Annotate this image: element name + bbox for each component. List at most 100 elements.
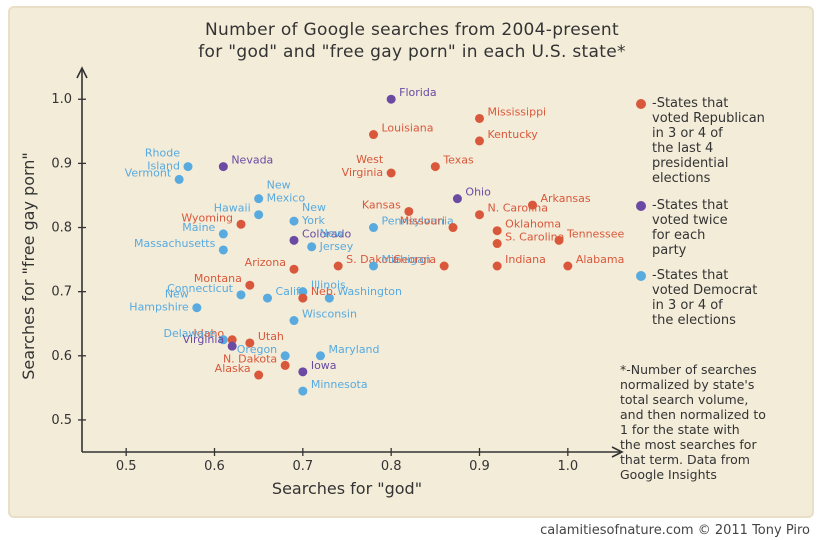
point-label-wyoming: Wyoming [181,211,233,224]
point-label-west-virginia: West Virginia [342,153,384,179]
point-label-florida: Florida [399,86,436,99]
x-axis-label: Searches for "god" [272,479,422,498]
point-iowa [298,367,308,377]
point-oklahoma [492,226,502,236]
point-wyoming [236,219,246,229]
legend-republican-text: -States that voted Republican in 3 or 4 … [652,96,765,186]
x-tick-label: 0.9 [469,459,490,474]
point-mississippi [475,113,484,123]
point-michigan [369,261,378,271]
point-label-kansas: Kansas [362,198,401,211]
point-ohio [452,194,462,204]
point-label-colorado: Colorado [302,227,351,240]
point-neb [298,293,308,303]
x-tick-label: 0.8 [381,459,402,474]
point-alabama [563,261,573,271]
point-label-new-york: New York [301,201,326,227]
y-tick-label: 0.7 [51,285,72,300]
x-tick-label: 0.6 [204,459,225,474]
point-label-n-carolina: N. Carolina [488,202,548,215]
point-maine [218,229,228,239]
point-label-nevada: Nevada [231,154,273,167]
point-montana [245,280,255,290]
point-kansas [404,206,414,216]
point-label-alabama: Alabama [576,253,625,266]
point-idaho [227,335,237,345]
point-s-dakota [333,261,343,271]
legend-democrat-text: -States that voted Democrat in 3 or 4 of… [652,268,758,328]
chart-title-line-1: Number of Google searches from 2004-pres… [205,20,619,40]
legend-democrat-dot [636,271,646,281]
point-label-vermont: Vermont [125,166,172,179]
point-missouri [448,223,458,233]
point-label-iowa: Iowa [311,359,337,372]
point-utah [245,338,255,348]
point-arkansas [528,200,537,210]
point-delaware [218,335,228,345]
point-label-missouri: Missouri [400,215,445,228]
point-label-kentucky: Kentucky [488,128,539,141]
legend-republican-dot [636,99,646,109]
point-label-oregon: Oregon [237,343,277,356]
y-axis-arrow [76,66,88,79]
y-tick-label: 0.6 [51,349,72,364]
point-label-indiana: Indiana [505,253,546,266]
chart-title-line-2: for "god" and "free gay porn" in each U.… [198,42,626,62]
point-label-utah: Utah [258,330,284,343]
point-label-n-dakota: N. Dakota [223,352,277,365]
point-label-rhode-island: Rhode Island [145,147,180,173]
point-label-arkansas: Arkansas [541,192,591,205]
x-tick-label: 0.5 [116,459,137,474]
point-minnesota [298,386,308,396]
point-indiana [492,261,502,271]
y-tick-label: 0.9 [51,156,72,171]
point-label-virginia: Virginia [183,333,224,346]
point-label-delaware: Delaware [164,327,216,340]
point-label-new-mexico: New Mexico [267,179,306,205]
point-label-minnesota: Minnesota [311,378,368,391]
point-label-wisconsin: Wisconsin [302,308,357,321]
point-hawaii [254,210,264,220]
point-florida [386,94,396,104]
point-washington [324,293,334,303]
point-label-s-carolina: S. Carolina [505,231,564,244]
point-new-hampshire [192,303,202,313]
point-arizona [289,264,299,274]
point-massachusetts [218,245,228,255]
credit-link[interactable]: calamitiesofnature.com © 2011 Tony Piro [540,523,810,538]
point-label-connecticut: Connecticut [167,282,234,295]
point-label-alaska: Alaska [215,362,251,375]
point-label-ohio: Ohio [465,186,491,199]
point-label-maryland: Maryland [329,343,380,356]
y-axis-label: Searches for "free gay porn" [19,152,38,380]
point-alaska [254,370,264,380]
point-label-pennsylvania: Pennsylvania [382,215,454,228]
chart-panel [8,6,814,518]
point-rhode-island [183,162,193,172]
x-tick-label: 1.0 [557,459,578,474]
point-wisconsin [289,316,299,326]
point-colorado [289,235,299,245]
point-label-arizona: Arizona [245,256,286,269]
x-axis-arrow [611,446,624,458]
x-tick-label: 0.7 [292,459,313,474]
point-label-mississippi: Mississippi [488,105,547,118]
point-maryland [316,351,325,361]
point-label-idaho: Idaho [193,327,224,340]
point-calif [263,293,272,303]
point-label-new-jersey: New Jersey [319,227,354,253]
point-label-michigan: Michigan [382,253,431,266]
point-pennsylvania [369,223,378,233]
point-label-montana: Montana [194,272,242,285]
point-n-carolina [475,210,484,220]
y-tick-label: 1.0 [51,92,72,107]
point-label-oklahoma: Oklahoma [505,218,561,231]
point-virginia [227,341,237,351]
point-new-mexico [254,194,264,204]
point-louisiana [369,130,378,140]
point-new-jersey [307,242,317,252]
legend-swing-text: -States that voted twice for each party [652,198,729,258]
y-tick-label: 0.5 [51,413,72,428]
